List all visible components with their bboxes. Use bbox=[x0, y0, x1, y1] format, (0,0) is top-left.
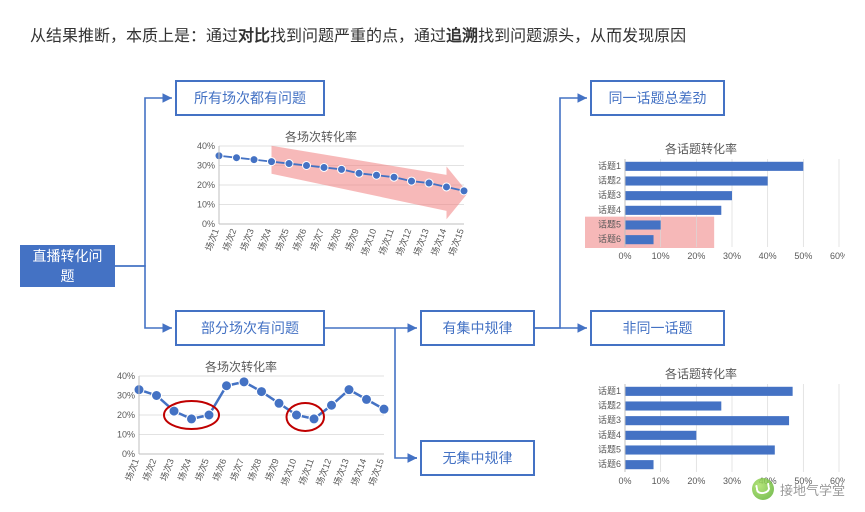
svg-text:20%: 20% bbox=[687, 476, 705, 486]
watermark-text: 接地气学堂 bbox=[780, 480, 845, 499]
box-root-label: 直播转化问题 bbox=[30, 246, 105, 286]
svg-text:场次7: 场次7 bbox=[228, 457, 246, 482]
svg-text:场次14: 场次14 bbox=[348, 457, 368, 487]
svg-text:10%: 10% bbox=[652, 476, 670, 486]
svg-text:50%: 50% bbox=[794, 251, 812, 261]
box-all-label: 所有场次都有问题 bbox=[194, 88, 306, 108]
svg-text:话题4: 话题4 bbox=[598, 429, 621, 440]
box-diff-topic: 非同一话题 bbox=[590, 310, 725, 346]
svg-text:40%: 40% bbox=[197, 141, 215, 151]
watermark: 接地气学堂 bbox=[752, 478, 845, 500]
svg-text:20%: 20% bbox=[687, 251, 705, 261]
box-has-pattern: 有集中规律 bbox=[420, 310, 535, 346]
svg-text:场次15: 场次15 bbox=[366, 457, 386, 487]
svg-text:话题3: 话题3 bbox=[598, 414, 621, 425]
svg-text:场次10: 场次10 bbox=[278, 457, 298, 487]
svg-text:场次11: 场次11 bbox=[296, 457, 316, 486]
svg-text:0%: 0% bbox=[122, 449, 135, 459]
svg-text:10%: 10% bbox=[117, 430, 135, 440]
svg-text:0%: 0% bbox=[618, 251, 631, 261]
svg-text:场次9: 场次9 bbox=[343, 227, 361, 252]
box-pattern-label: 有集中规律 bbox=[443, 318, 513, 338]
svg-text:10%: 10% bbox=[197, 200, 215, 210]
svg-text:场次15: 场次15 bbox=[446, 227, 466, 257]
chart3: 0% 10% 20% 30% 40% 50% 60% 话题1 话题2 话题3 话题4 话题5 话题6 bbox=[585, 155, 845, 265]
title-prefix: 从结果推断，本质上是：通过 bbox=[30, 28, 238, 45]
box-same-label: 同一话题总差劲 bbox=[609, 88, 707, 108]
svg-text:场次12: 场次12 bbox=[313, 457, 333, 487]
svg-text:话题6: 话题6 bbox=[598, 233, 621, 244]
title-mid: 找到问题严重的点，通过 bbox=[270, 28, 446, 45]
svg-text:场次13: 场次13 bbox=[411, 227, 431, 257]
box-some-label: 部分场次有问题 bbox=[201, 318, 299, 338]
svg-text:场次10: 场次10 bbox=[358, 227, 378, 257]
svg-text:0%: 0% bbox=[618, 476, 631, 486]
svg-text:场次14: 场次14 bbox=[428, 227, 448, 257]
box-diff-label: 非同一话题 bbox=[623, 318, 693, 338]
svg-text:场次3: 场次3 bbox=[238, 227, 256, 252]
svg-text:30%: 30% bbox=[723, 476, 741, 486]
svg-text:话题2: 话题2 bbox=[598, 400, 621, 411]
svg-text:30%: 30% bbox=[723, 251, 741, 261]
svg-text:话题1: 话题1 bbox=[598, 385, 621, 396]
svg-text:场次4: 场次4 bbox=[175, 457, 193, 482]
svg-text:场次8: 场次8 bbox=[245, 457, 263, 482]
svg-text:30%: 30% bbox=[117, 391, 135, 401]
chart2: 0%10%20%30%40%场次1场次2场次3场次4场次5场次6场次7场次8场次… bbox=[105, 370, 390, 490]
svg-text:场次6: 场次6 bbox=[210, 457, 228, 482]
svg-text:场次5: 场次5 bbox=[193, 457, 211, 482]
box-no-pattern: 无集中规律 bbox=[420, 440, 535, 476]
box-same-topic: 同一话题总差劲 bbox=[590, 80, 725, 116]
svg-text:话题6: 话题6 bbox=[598, 458, 621, 469]
svg-text:场次8: 场次8 bbox=[325, 227, 343, 252]
svg-text:场次6: 场次6 bbox=[290, 227, 308, 252]
svg-text:场次13: 场次13 bbox=[331, 457, 351, 487]
title-bold1: 对比 bbox=[238, 28, 270, 45]
svg-text:场次4: 场次4 bbox=[255, 227, 273, 252]
svg-text:场次9: 场次9 bbox=[263, 457, 281, 482]
title-suffix: 找到问题源头，从而发现原因 bbox=[478, 28, 686, 45]
wechat-icon bbox=[752, 478, 774, 500]
svg-text:20%: 20% bbox=[117, 410, 135, 420]
chart4: 0%10%20%30%40%50%60%话题1话题2话题3话题4话题5话题6 bbox=[585, 380, 845, 490]
svg-text:10%: 10% bbox=[652, 251, 670, 261]
svg-text:20%: 20% bbox=[197, 180, 215, 190]
title-bold2: 追溯 bbox=[446, 28, 478, 45]
svg-text:60%: 60% bbox=[830, 251, 845, 261]
svg-text:场次11: 场次11 bbox=[376, 227, 396, 256]
svg-text:场次1: 场次1 bbox=[123, 457, 141, 482]
svg-text:30%: 30% bbox=[197, 161, 215, 171]
svg-text:场次1: 场次1 bbox=[203, 227, 221, 252]
box-some-sessions: 部分场次有问题 bbox=[175, 310, 325, 346]
svg-text:话题5: 话题5 bbox=[598, 219, 621, 230]
svg-text:话题2: 话题2 bbox=[598, 175, 621, 186]
chart1: 0%10%20%30%40%场次1场次2场次3场次4场次5场次6场次7场次8场次… bbox=[185, 140, 470, 260]
box-nopattern-label: 无集中规律 bbox=[443, 448, 513, 468]
svg-text:40%: 40% bbox=[117, 371, 135, 381]
box-all-sessions: 所有场次都有问题 bbox=[175, 80, 325, 116]
svg-text:场次7: 场次7 bbox=[308, 227, 326, 252]
svg-text:话题4: 话题4 bbox=[598, 204, 621, 215]
svg-text:40%: 40% bbox=[759, 251, 777, 261]
svg-text:场次12: 场次12 bbox=[393, 227, 413, 257]
box-root: 直播转化问题 bbox=[20, 245, 115, 287]
svg-text:0%: 0% bbox=[202, 219, 215, 229]
page-title: 从结果推断，本质上是：通过对比找到问题严重的点，通过追溯找到问题源头，从而发现原… bbox=[30, 22, 686, 46]
svg-text:场次5: 场次5 bbox=[273, 227, 291, 252]
svg-text:场次2: 场次2 bbox=[140, 457, 158, 482]
svg-text:场次3: 场次3 bbox=[158, 457, 176, 482]
svg-text:话题3: 话题3 bbox=[598, 189, 621, 200]
svg-text:场次2: 场次2 bbox=[220, 227, 238, 252]
svg-text:话题1: 话题1 bbox=[598, 160, 621, 171]
svg-text:话题5: 话题5 bbox=[598, 444, 621, 455]
